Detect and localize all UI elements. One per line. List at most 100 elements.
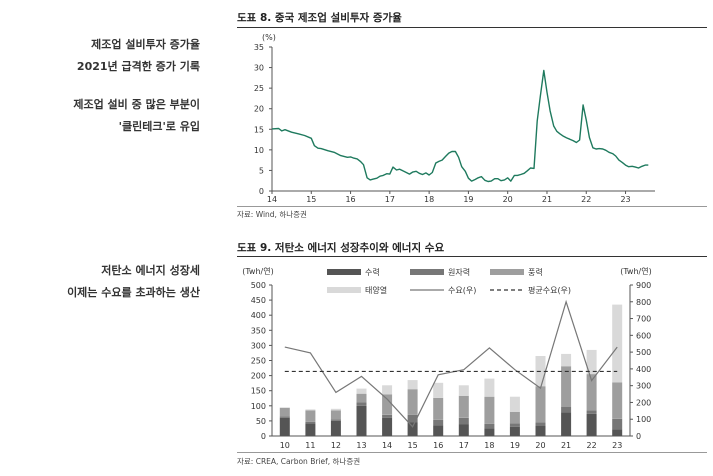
bar-segment-3: [433, 397, 444, 420]
x-tick-label: 23: [612, 441, 622, 450]
right-y-tick-label: 200: [636, 398, 651, 407]
chart-capex-growth: 0 5 10 15 20 25 30 35(%) 14 15 16 17 18 19 20 21 22 23: [254, 33, 655, 204]
side-note-2-line2: '클린테크'로 유입: [118, 120, 200, 133]
y-tick-label: 0: [259, 187, 264, 196]
x-tick-label: 20: [503, 195, 513, 204]
bar-segment-4: [458, 385, 469, 396]
y-tick-label: 15: [254, 125, 264, 134]
right-y-tick-label: 0: [636, 432, 641, 441]
x-tick-label: 21: [542, 195, 552, 204]
bar-segment-4: [561, 353, 572, 367]
bar-segment-2: [407, 414, 418, 423]
bar-segment-2: [305, 421, 316, 424]
bar-segment-2: [612, 418, 623, 430]
y-tick-label: 10: [254, 146, 264, 155]
bar-segment-3: [279, 407, 290, 417]
right-y-axis-unit: (Twh/연): [620, 267, 651, 276]
bar-segment-1: [561, 412, 572, 436]
x-tick-label: 17: [459, 441, 469, 450]
bar-segment-1: [484, 428, 495, 436]
bar-segment-3: [612, 382, 623, 419]
series-line-demand: [284, 299, 618, 428]
x-tick-label: 13: [356, 441, 366, 450]
figure8-bottom-rule: [237, 206, 707, 207]
bar-segment-1: [356, 405, 367, 436]
x-tick-label: 22: [587, 441, 597, 450]
legend-label-1: 수력: [365, 267, 380, 277]
side-note-3-line1: 저탄소 에너지 성장세: [101, 264, 200, 277]
left-y-tick-label: 300: [251, 341, 266, 350]
left-y-tick-label: 200: [251, 372, 266, 381]
left-y-tick-label: 0: [261, 432, 266, 441]
right-y-tick-label: 100: [636, 415, 651, 424]
x-tick-label: 18: [484, 441, 494, 450]
x-tick-label: 23: [620, 195, 630, 204]
bar-segment-4: [330, 408, 341, 411]
bar-segment-1: [279, 417, 290, 436]
bar-segment-2: [356, 402, 367, 406]
bar-segment-1: [458, 424, 469, 436]
side-note-3: 저탄소 에너지 성장세 이제는 수요를 초과하는 생산: [67, 264, 200, 300]
bar-segment-1: [305, 423, 316, 436]
side-note-3-line2: 이제는 수요를 초과하는 생산: [67, 286, 200, 299]
x-tick-label: 19: [510, 441, 520, 450]
left-y-tick-label: 400: [251, 311, 266, 320]
bar-segment-4: [612, 304, 623, 383]
bar-segment-2: [561, 407, 572, 413]
bar-segment-4: [407, 380, 418, 390]
legend-label-5: 수요(우): [448, 286, 476, 295]
x-tick-label: 11: [305, 441, 315, 450]
right-y-tick-label: 800: [636, 298, 651, 307]
bar-segment-2: [382, 414, 393, 418]
chart-lowcarbon-energy: 0 50 100 150 200 250 300 350 400 450 500 0 100 200 300…: [242, 267, 651, 450]
bar-segment-3: [484, 396, 495, 424]
x-tick-label: 22: [581, 195, 591, 204]
figure9-title-rule: [237, 256, 707, 257]
bar-segment-2: [484, 423, 495, 429]
bar-segment-3: [330, 410, 341, 420]
bar-segment-4: [382, 385, 393, 395]
figure9-title: 도표 9. 저탄소 에너지 성장추이와 에너지 수요: [237, 242, 445, 254]
right-y-tick-label: 900: [636, 281, 651, 290]
bar-segment-4: [509, 396, 520, 412]
left-y-tick-label: 50: [256, 417, 266, 426]
bar-segment-3: [586, 374, 597, 411]
x-tick-label: 12: [331, 441, 341, 450]
bar-segment-1: [330, 420, 341, 436]
left-y-tick-label: 100: [251, 402, 266, 411]
series-line-capex-growth: [271, 69, 649, 183]
bar-segment-1: [433, 425, 444, 436]
legend-swatch-1: [327, 269, 361, 275]
x-tick-label: 15: [408, 441, 418, 450]
bar-segment-3: [561, 366, 572, 407]
bar-segment-1: [509, 426, 520, 436]
x-tick-label: 10: [280, 441, 290, 450]
bar-segment-3: [305, 410, 316, 422]
y-axis-unit: (%): [262, 33, 276, 42]
bar-segment-2: [586, 410, 597, 414]
bar-segment-1: [612, 429, 623, 436]
y-tick-label: 20: [254, 105, 264, 114]
bar-segment-2: [433, 420, 444, 426]
figure8-title: 도표 8. 중국 제조업 설비투자 증가율: [237, 12, 402, 24]
side-note-2: 제조업 설비 중 많은 부분이 '클린테크'로 유입: [73, 98, 200, 134]
bar-segment-1: [586, 414, 597, 436]
right-y-tick-label: 500: [636, 348, 651, 357]
legend-label-4: 태양열: [365, 286, 387, 295]
left-y-tick-label: 450: [251, 296, 266, 305]
bar-segment-4: [305, 409, 316, 411]
right-y-tick-label: 300: [636, 382, 651, 391]
bar-segment-2: [509, 423, 520, 427]
side-note-1-line2: 2021년 급격한 증가 기록: [76, 60, 200, 73]
legend-swatch-3: [490, 269, 524, 275]
x-tick-label: 19: [463, 195, 473, 204]
x-tick-label: 14: [267, 195, 277, 204]
bar-segment-1: [407, 422, 418, 436]
bar-segment-1: [535, 426, 546, 436]
left-y-tick-label: 250: [251, 357, 266, 366]
y-tick-label: 30: [254, 64, 264, 73]
bar-segment-3: [535, 386, 546, 423]
x-tick-label: 17: [385, 195, 395, 204]
bar-segment-1: [382, 417, 393, 436]
